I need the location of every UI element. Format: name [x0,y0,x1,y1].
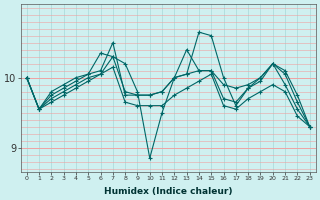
X-axis label: Humidex (Indice chaleur): Humidex (Indice chaleur) [104,187,232,196]
